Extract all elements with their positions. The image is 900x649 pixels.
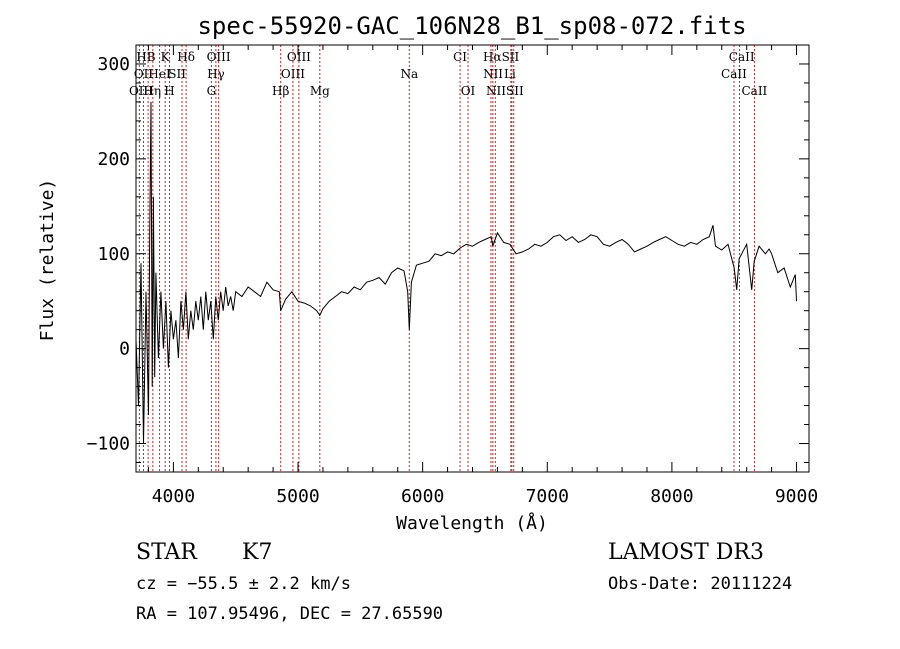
spectral-line-label: SII — [168, 67, 186, 81]
spectral-line-label: OII — [134, 67, 154, 81]
survey-name: LAMOST DR3 — [608, 540, 764, 565]
spectral-line-label: CaII — [741, 84, 767, 98]
spectral-line-label: Hη — [143, 84, 161, 98]
object-class: STAR — [136, 540, 198, 565]
cz-value: cz = −55.5 ± 2.2 km/s — [136, 574, 351, 594]
object-subclass: K7 — [242, 540, 272, 565]
spectral-line-label: Li — [504, 67, 516, 81]
spectral-line-label: OIII — [129, 84, 153, 98]
spectral-line-label: CI — [453, 50, 467, 64]
spectral-line-label: G — [207, 84, 217, 98]
y-tick-label: 200 — [97, 149, 130, 170]
spectral-line-label: NIISII — [486, 84, 524, 98]
spectral-line-label: OIII — [207, 50, 231, 64]
spectral-line-label: H — [164, 84, 174, 98]
spectral-line-label: HB — [136, 50, 155, 64]
flux-series-line — [135, 101, 797, 444]
y-tick-label: 0 — [119, 339, 130, 360]
spectral-line-label: OI — [461, 84, 476, 98]
radec-value: RA = 107.95496, DEC = 27.65590 — [136, 604, 443, 624]
x-tick-label: 8000 — [650, 486, 693, 507]
x-tick-label: 4000 — [152, 486, 195, 507]
x-axis-label: Wavelength (Å) — [396, 512, 548, 534]
chart-title: spec-55920-GAC_106N28_B1_sp08-072.fits — [197, 12, 746, 40]
spectral-line-label: OIII — [287, 50, 311, 64]
spectral-line-label: K — [161, 50, 171, 64]
spectral-line-label: CaII — [729, 50, 755, 64]
spectral-line-label: Na — [400, 67, 418, 81]
x-tick-label: 7000 — [526, 486, 569, 507]
spectral-line-label: Hγ — [207, 67, 225, 81]
spectral-line-label: CaII — [721, 67, 747, 81]
spectral-line-label: Mg — [310, 84, 330, 98]
y-tick-label: 300 — [97, 54, 130, 75]
spectral-line-label: NII — [483, 67, 503, 81]
x-tick-label: 9000 — [775, 486, 818, 507]
plot-frame — [135, 44, 810, 473]
y-tick-label: −100 — [87, 434, 130, 455]
spectral-line-label: HαSII — [483, 50, 520, 64]
y-axis-label: Flux (relative) — [37, 179, 58, 342]
y-tick-label: 100 — [97, 244, 130, 265]
spectral-line-label: Hδ — [177, 50, 195, 64]
spectral-line-label: OIII — [281, 67, 305, 81]
x-tick-label: 5000 — [276, 486, 319, 507]
obs-date: Obs-Date: 20111224 — [608, 574, 792, 594]
spectral-line-label: Hβ — [272, 84, 289, 98]
spectral-line-label: HeI — [148, 67, 171, 81]
x-tick-label: 6000 — [401, 486, 444, 507]
